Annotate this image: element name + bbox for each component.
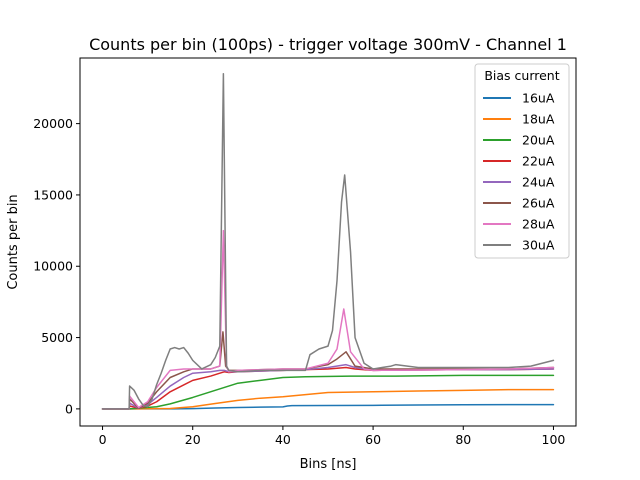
x-tick-label: 100 xyxy=(542,432,566,447)
legend-title: Bias current xyxy=(484,68,559,83)
x-axis-label: Bins [ns] xyxy=(300,457,357,472)
series-line-18uA xyxy=(101,388,555,410)
legend-frame xyxy=(474,63,570,259)
y-tick-label: 20000 xyxy=(33,116,73,131)
y-tick-label: 10000 xyxy=(33,259,73,274)
legend-label-24uA: 24uA xyxy=(522,175,555,190)
y-axis-label: Counts per bin xyxy=(6,194,21,289)
plot-area-frame xyxy=(79,57,577,427)
series-layer xyxy=(101,72,555,410)
legend: Bias current 16uA 18uA 20uA 22uA 24uA 26uA 28u… xyxy=(474,63,570,259)
legend-label-30uA: 30uA xyxy=(522,238,555,253)
y-tick-label: 5000 xyxy=(41,330,73,345)
y-tick-label: 15000 xyxy=(33,187,73,202)
x-axis: 0 20 40 60 80 100 xyxy=(99,426,566,447)
legend-label-16uA: 16uA xyxy=(522,91,555,106)
chart-title: Counts per bin (100ps) - trigger voltage… xyxy=(89,35,567,54)
series-line-26uA xyxy=(101,331,555,410)
legend-label-20uA: 20uA xyxy=(522,133,555,148)
x-tick-label: 60 xyxy=(365,432,381,447)
legend-entries: 16uA 18uA 20uA 22uA 24uA 26uA 28uA 30uA xyxy=(483,91,555,253)
legend-label-22uA: 22uA xyxy=(522,154,555,169)
x-tick-label: 80 xyxy=(455,432,471,447)
x-tick-label: 40 xyxy=(275,432,291,447)
legend-label-26uA: 26uA xyxy=(522,196,555,211)
x-tick-label: 20 xyxy=(185,432,201,447)
series-line-30uA xyxy=(101,72,555,410)
legend-label-28uA: 28uA xyxy=(522,217,555,232)
legend-label-18uA: 18uA xyxy=(522,112,555,127)
y-tick-label: 0 xyxy=(65,401,73,416)
y-axis: 0 5000 10000 15000 20000 xyxy=(33,116,80,416)
x-tick-label: 0 xyxy=(99,432,107,447)
